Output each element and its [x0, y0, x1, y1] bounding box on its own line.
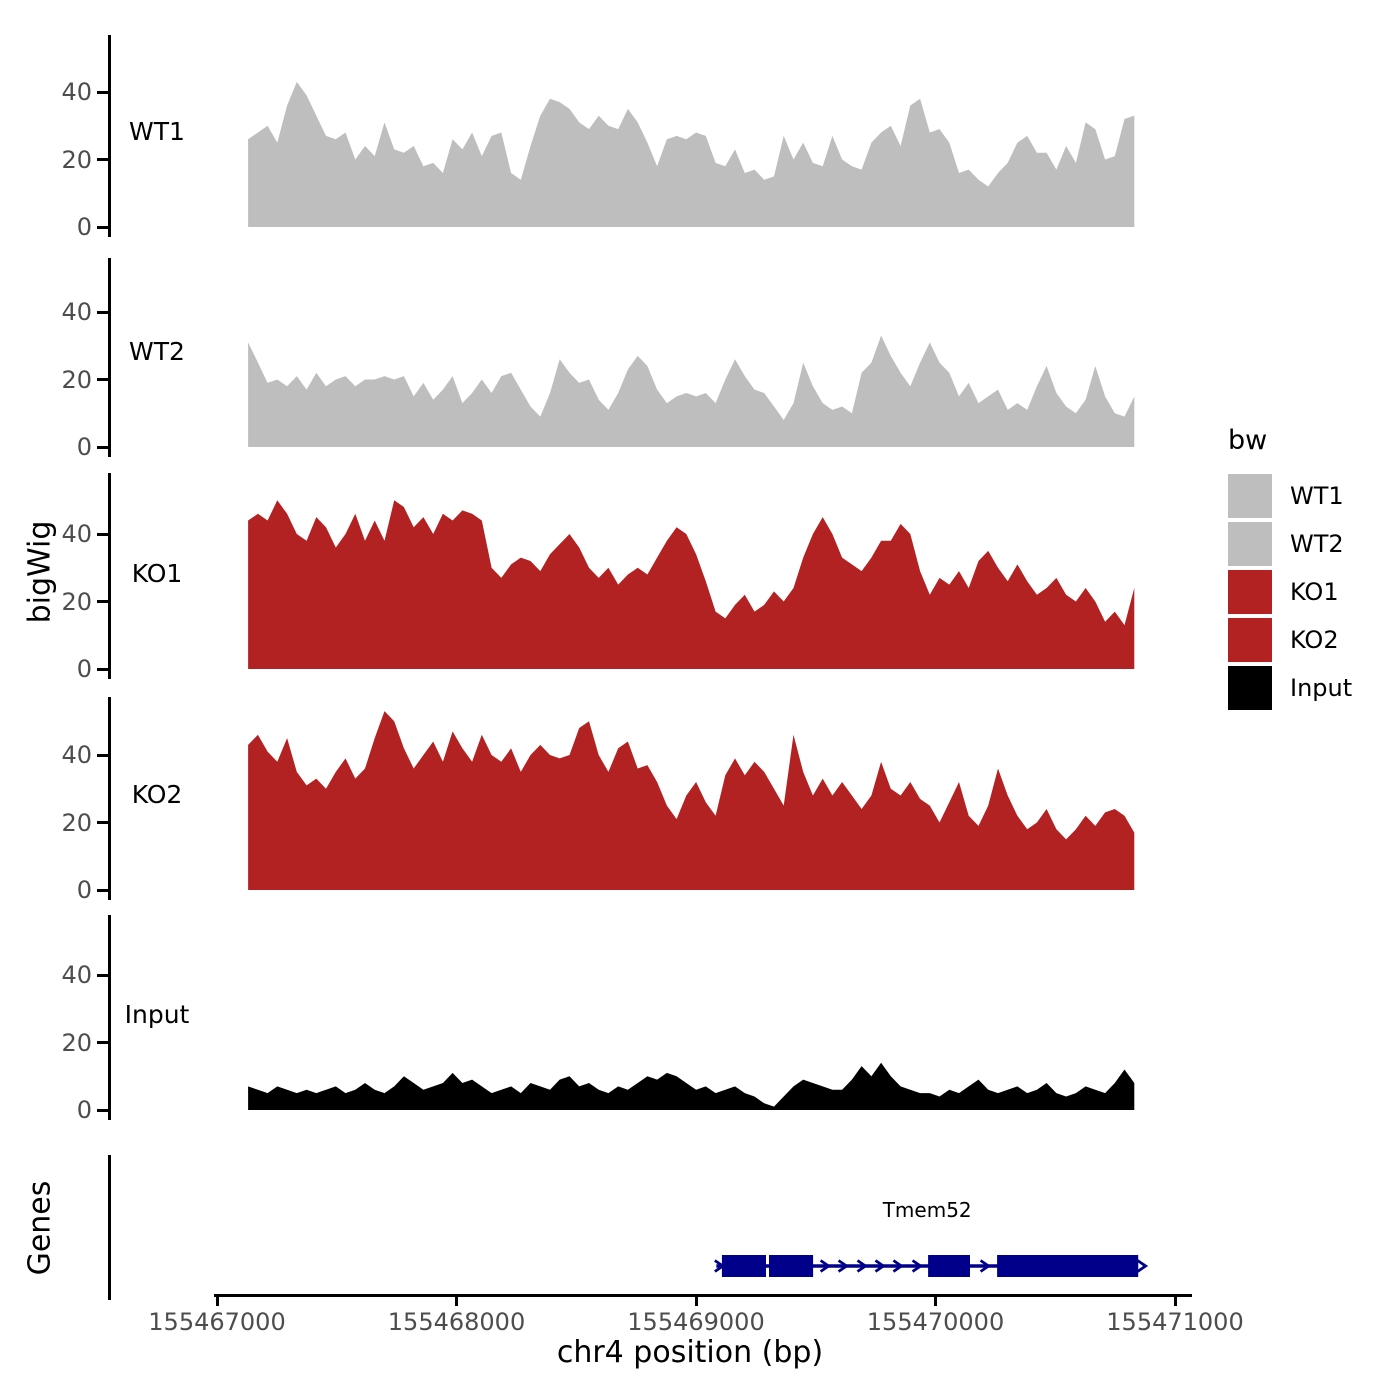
y-tick	[97, 310, 109, 314]
y-tick-label: 20	[61, 587, 92, 616]
legend: bw WT1 WT2 KO1 KO2 Input	[1214, 425, 1400, 714]
x-tick	[455, 1297, 458, 1306]
y-tick-label: 0	[76, 1096, 92, 1124]
signal-area-wt2	[248, 335, 1135, 447]
x-tick	[1173, 1297, 1177, 1306]
legend-title: bw	[1228, 425, 1268, 456]
legend-label: Input	[1290, 674, 1353, 702]
y-tick	[97, 888, 109, 892]
signal-path	[248, 500, 1135, 669]
y-axis-line	[108, 35, 111, 237]
legend-swatch	[1228, 666, 1272, 710]
legend-label: WT2	[1290, 530, 1344, 558]
legend-key-wt2: WT2	[1228, 522, 1400, 566]
signal-area-ko2	[248, 711, 1135, 890]
signal-area-wt1	[248, 81, 1135, 228]
legend-swatch	[1228, 522, 1272, 566]
track-label-ko1: KO1	[131, 559, 183, 588]
track-label-wt2: WT2	[129, 337, 185, 366]
legend-label: KO2	[1290, 626, 1339, 654]
x-tick-label: 155468000	[387, 1308, 526, 1336]
y-tick-label: 40	[61, 741, 92, 769]
y-tick-label: 40	[61, 298, 92, 326]
y-tick	[97, 821, 109, 824]
legend-label: WT1	[1290, 482, 1344, 510]
legend-swatch	[1228, 618, 1272, 662]
y-axis-line	[108, 915, 111, 1120]
y-tick-label: 0	[76, 433, 92, 461]
y-tick	[97, 378, 109, 381]
x-tick-label: 155469000	[627, 1308, 765, 1336]
x-tick	[694, 1297, 698, 1306]
y-axis-line	[108, 1155, 111, 1300]
y-tick	[97, 1041, 109, 1044]
y-tick	[97, 753, 109, 757]
y-tick	[97, 667, 109, 671]
strand-arrow-icon	[979, 1259, 992, 1273]
signal-area-ko1	[248, 500, 1135, 669]
gene-model-tmem52: Tmem52	[714, 1198, 1149, 1277]
strand-arrow-icon	[714, 1259, 726, 1273]
exon-block	[721, 1255, 766, 1277]
exon-block	[769, 1255, 814, 1277]
y-axis-line	[108, 473, 111, 679]
y-tick	[97, 600, 109, 603]
y-tick	[97, 1108, 109, 1112]
y-tick	[97, 532, 109, 536]
track-label-wt1: WT1	[129, 117, 185, 146]
y-tick-label: 40	[61, 961, 92, 989]
strand-arrow-icon	[892, 1259, 904, 1273]
strand-arrow-icon	[856, 1259, 868, 1273]
y-tick	[97, 158, 109, 161]
strand-arrow-icon	[911, 1259, 924, 1273]
legend-keys: WT1 WT2 KO1 KO2 Input	[1214, 474, 1400, 710]
signal-path	[248, 335, 1135, 447]
y-tick	[97, 225, 109, 229]
y-tick	[97, 973, 109, 977]
y-tick-label: 0	[76, 876, 92, 904]
y-tick-label: 0	[76, 213, 92, 241]
signal-path	[248, 81, 1135, 228]
exon-block	[928, 1255, 970, 1277]
y-tick	[97, 445, 109, 449]
signal-area-input	[248, 1062, 1135, 1110]
y-axis-line	[108, 697, 111, 900]
y-tick-label: 0	[76, 655, 92, 683]
x-tick-label: 155471000	[1106, 1308, 1244, 1336]
gene-name-label: Tmem52	[882, 1198, 972, 1222]
x-axis-title: chr4 position (bp)	[556, 1335, 824, 1370]
y-tick	[97, 90, 109, 94]
x-tick	[215, 1297, 219, 1306]
legend-swatch	[1228, 570, 1272, 614]
track-label-input: Input	[124, 1000, 190, 1029]
x-axis-line	[214, 1294, 1192, 1297]
y-tick-label: 20	[61, 1028, 92, 1057]
strand-arrow-icon	[874, 1259, 886, 1273]
strand-arrow-icon	[1136, 1259, 1149, 1273]
legend-key-wt1: WT1	[1228, 474, 1400, 518]
legend-swatch	[1228, 474, 1272, 518]
x-tick-label: 155470000	[866, 1308, 1005, 1336]
legend-label: KO1	[1290, 578, 1339, 606]
x-tick-label: 155467000	[148, 1308, 286, 1336]
strand-arrow-icon	[819, 1259, 832, 1273]
y-tick-label: 20	[61, 145, 92, 174]
legend-key-input: Input	[1228, 666, 1400, 710]
x-tick	[934, 1297, 937, 1306]
y-tick-label: 20	[61, 365, 92, 394]
signal-path	[248, 711, 1135, 890]
y-tick-label: 40	[61, 78, 92, 106]
y-tick-label: 40	[61, 520, 92, 548]
exon-block	[997, 1255, 1139, 1277]
y-tick-label: 20	[61, 808, 92, 837]
legend-key-ko1: KO1	[1228, 570, 1400, 614]
track-label-ko2: KO2	[131, 780, 183, 809]
strand-arrow-icon	[837, 1259, 850, 1273]
y-axis-line	[108, 258, 111, 457]
signal-path	[248, 1062, 1135, 1110]
legend-key-ko2: KO2	[1228, 618, 1400, 662]
